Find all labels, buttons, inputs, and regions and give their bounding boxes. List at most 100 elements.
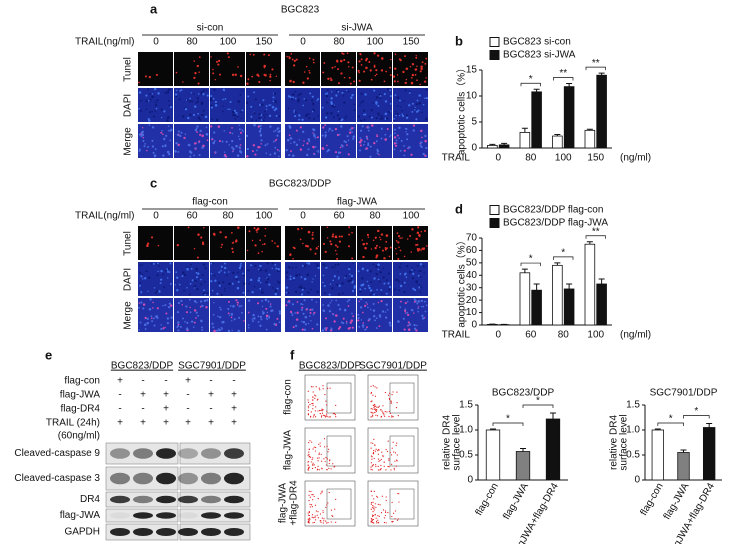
event — [318, 443, 320, 445]
cell — [265, 105, 268, 108]
cell — [176, 89, 178, 92]
cell — [348, 131, 352, 134]
cell — [302, 320, 306, 324]
event — [314, 410, 316, 412]
event — [370, 442, 372, 444]
event — [320, 493, 322, 495]
cell — [277, 127, 280, 130]
cell — [325, 95, 329, 98]
group-label: si-JWA — [341, 23, 373, 34]
event — [311, 441, 313, 443]
cell — [420, 231, 423, 233]
error-bar — [520, 448, 526, 452]
cell — [413, 312, 415, 314]
cell — [410, 153, 413, 156]
cell — [401, 281, 404, 283]
y-axis-label: apoptotic cells（%） — [456, 63, 468, 155]
event — [311, 516, 313, 518]
cell — [376, 149, 380, 153]
cell — [300, 293, 304, 296]
cell — [276, 245, 279, 248]
band — [156, 512, 176, 519]
cell — [248, 282, 250, 285]
cell — [260, 103, 264, 107]
cell — [265, 328, 268, 331]
event — [333, 466, 335, 468]
event — [312, 402, 314, 405]
event — [377, 515, 379, 517]
cell — [350, 277, 353, 280]
event — [328, 416, 330, 418]
row-label: DAPI — [123, 268, 134, 291]
event — [324, 460, 326, 463]
cell — [338, 293, 341, 296]
event — [397, 414, 399, 417]
cell — [385, 303, 388, 306]
event — [312, 448, 314, 450]
band — [201, 472, 221, 485]
x-tick-label: 0 — [495, 153, 501, 164]
cell — [366, 269, 369, 272]
cell — [361, 324, 365, 327]
cell — [192, 326, 195, 328]
cell — [293, 141, 296, 144]
event — [383, 412, 385, 414]
cell — [290, 137, 293, 140]
cell — [285, 148, 288, 152]
cell — [408, 104, 411, 107]
cell — [220, 246, 223, 249]
cell — [197, 233, 200, 236]
event — [329, 387, 331, 389]
cell — [381, 310, 385, 313]
cell — [313, 152, 315, 155]
cell — [324, 93, 327, 95]
cell — [419, 291, 422, 293]
event — [335, 404, 337, 406]
cell — [187, 226, 190, 229]
cell — [376, 152, 379, 155]
cell — [407, 321, 410, 324]
cell — [352, 137, 355, 140]
cell — [337, 303, 340, 307]
cell — [328, 127, 332, 131]
cell — [235, 275, 238, 279]
cell — [413, 108, 416, 111]
cell — [290, 53, 293, 55]
cell — [336, 155, 339, 158]
cell — [213, 131, 216, 134]
cell — [191, 100, 194, 103]
cell — [269, 153, 272, 156]
cell — [424, 154, 427, 157]
cell — [241, 272, 244, 275]
cell — [138, 91, 142, 94]
cell — [247, 269, 250, 272]
sign: + — [231, 390, 237, 401]
row-label: flag-JWA — [283, 430, 294, 471]
cell — [242, 274, 245, 277]
cell — [303, 71, 306, 73]
cell — [368, 286, 371, 290]
band — [133, 495, 153, 504]
cell — [195, 280, 198, 282]
cell — [289, 275, 292, 278]
cell — [203, 227, 205, 229]
cell — [321, 329, 325, 332]
cell — [214, 151, 217, 154]
event — [372, 452, 374, 455]
cell — [326, 92, 329, 95]
cell — [420, 141, 423, 144]
event — [307, 521, 310, 524]
cell — [169, 262, 172, 265]
cell — [370, 248, 373, 250]
cell — [145, 270, 148, 273]
cell — [382, 117, 385, 120]
error-bar — [501, 142, 508, 145]
cell — [331, 287, 334, 290]
cell — [360, 284, 364, 287]
cell — [213, 301, 215, 304]
cell — [370, 109, 374, 112]
y-tick-label: 10 — [466, 307, 478, 318]
cell — [376, 54, 380, 57]
cell — [201, 329, 204, 331]
cell — [193, 93, 195, 95]
